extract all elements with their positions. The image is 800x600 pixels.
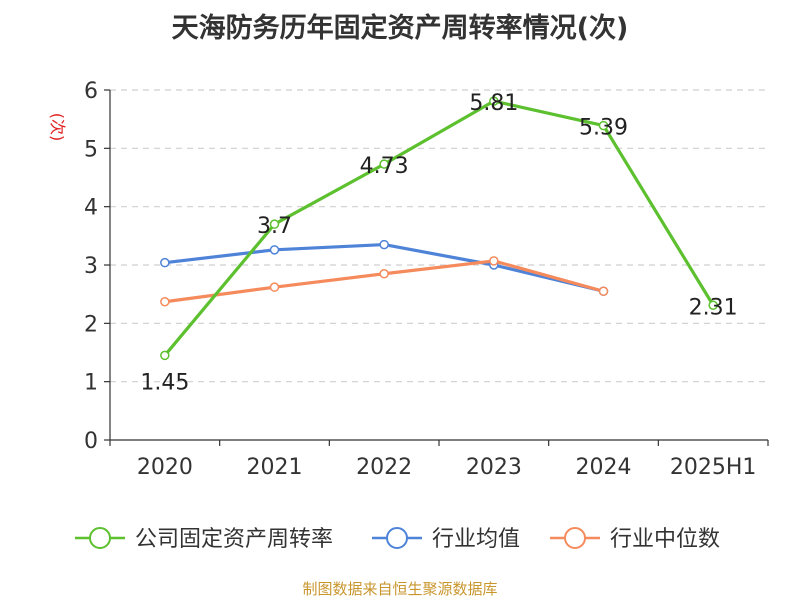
y-tick-label: 2	[84, 312, 98, 337]
y-tick-label: 4	[84, 196, 98, 221]
legend-label: 行业中位数	[610, 527, 720, 552]
x-tick-label: 2022	[356, 455, 412, 480]
x-tick-label: 2023	[466, 455, 522, 480]
data-point	[269, 282, 280, 292]
data-point	[269, 219, 280, 229]
legend: 公司固定资产周转率 行业均值 行业中位数	[75, 527, 720, 552]
data-source-note: 制图数据来自恒生聚源数据库	[302, 580, 498, 598]
data-point	[379, 159, 389, 169]
series-line	[164, 242, 604, 293]
data-point	[160, 257, 170, 268]
data-label: 5.81	[469, 91, 518, 116]
data-point	[379, 239, 389, 250]
data-label: 1.45	[140, 370, 189, 395]
x-tick-label: 2020	[137, 455, 193, 480]
y-tick-label: 3	[84, 254, 98, 279]
data-point	[598, 120, 609, 131]
series-line	[163, 99, 715, 357]
axes: 0 1 2 3 4 5 6 2020 2021 2022 2023 2024 2025H1	[84, 79, 769, 480]
data-label: 5.39	[579, 116, 628, 141]
series-line	[164, 259, 604, 304]
data-label: 4.73	[360, 154, 409, 179]
data-label: 3.7	[257, 214, 292, 239]
series-2	[160, 239, 609, 296]
data-point	[160, 297, 170, 307]
legend-item: 行业中位数	[550, 527, 720, 552]
legend-label: 公司固定资产周转率	[135, 527, 333, 552]
data-label: 2.31	[689, 295, 738, 320]
series-lines	[160, 96, 718, 361]
data-point	[708, 300, 718, 310]
legend-marker	[89, 527, 111, 549]
x-tick-label: 2024	[576, 455, 632, 480]
y-tick-label: 5	[84, 137, 98, 162]
legend-item: 行业均值	[372, 527, 520, 552]
x-tick-label: 2025H1	[670, 455, 757, 480]
legend-item: 公司固定资产周转率	[75, 527, 333, 552]
data-point	[489, 256, 499, 266]
data-point	[160, 350, 170, 361]
y-tick-label: 0	[84, 429, 98, 454]
legend-marker	[564, 527, 586, 549]
data-point	[598, 286, 609, 296]
y-tick-label: 6	[84, 79, 98, 104]
data-labels: 1.45 3.7 4.73 5.81 5.39 2.31	[140, 91, 737, 395]
chart-title: 天海防务历年固定资产周转率情况(次)	[171, 13, 629, 44]
legend-marker	[386, 527, 408, 549]
data-point	[489, 96, 499, 106]
data-point	[269, 245, 280, 255]
series-1	[160, 96, 718, 361]
series-3	[160, 256, 609, 307]
x-tick-label: 2021	[247, 455, 303, 480]
data-point	[379, 269, 389, 279]
legend-label: 行业均值	[432, 527, 520, 552]
y-tick-label: 1	[84, 371, 98, 396]
y-axis-label: (次)	[48, 113, 67, 142]
